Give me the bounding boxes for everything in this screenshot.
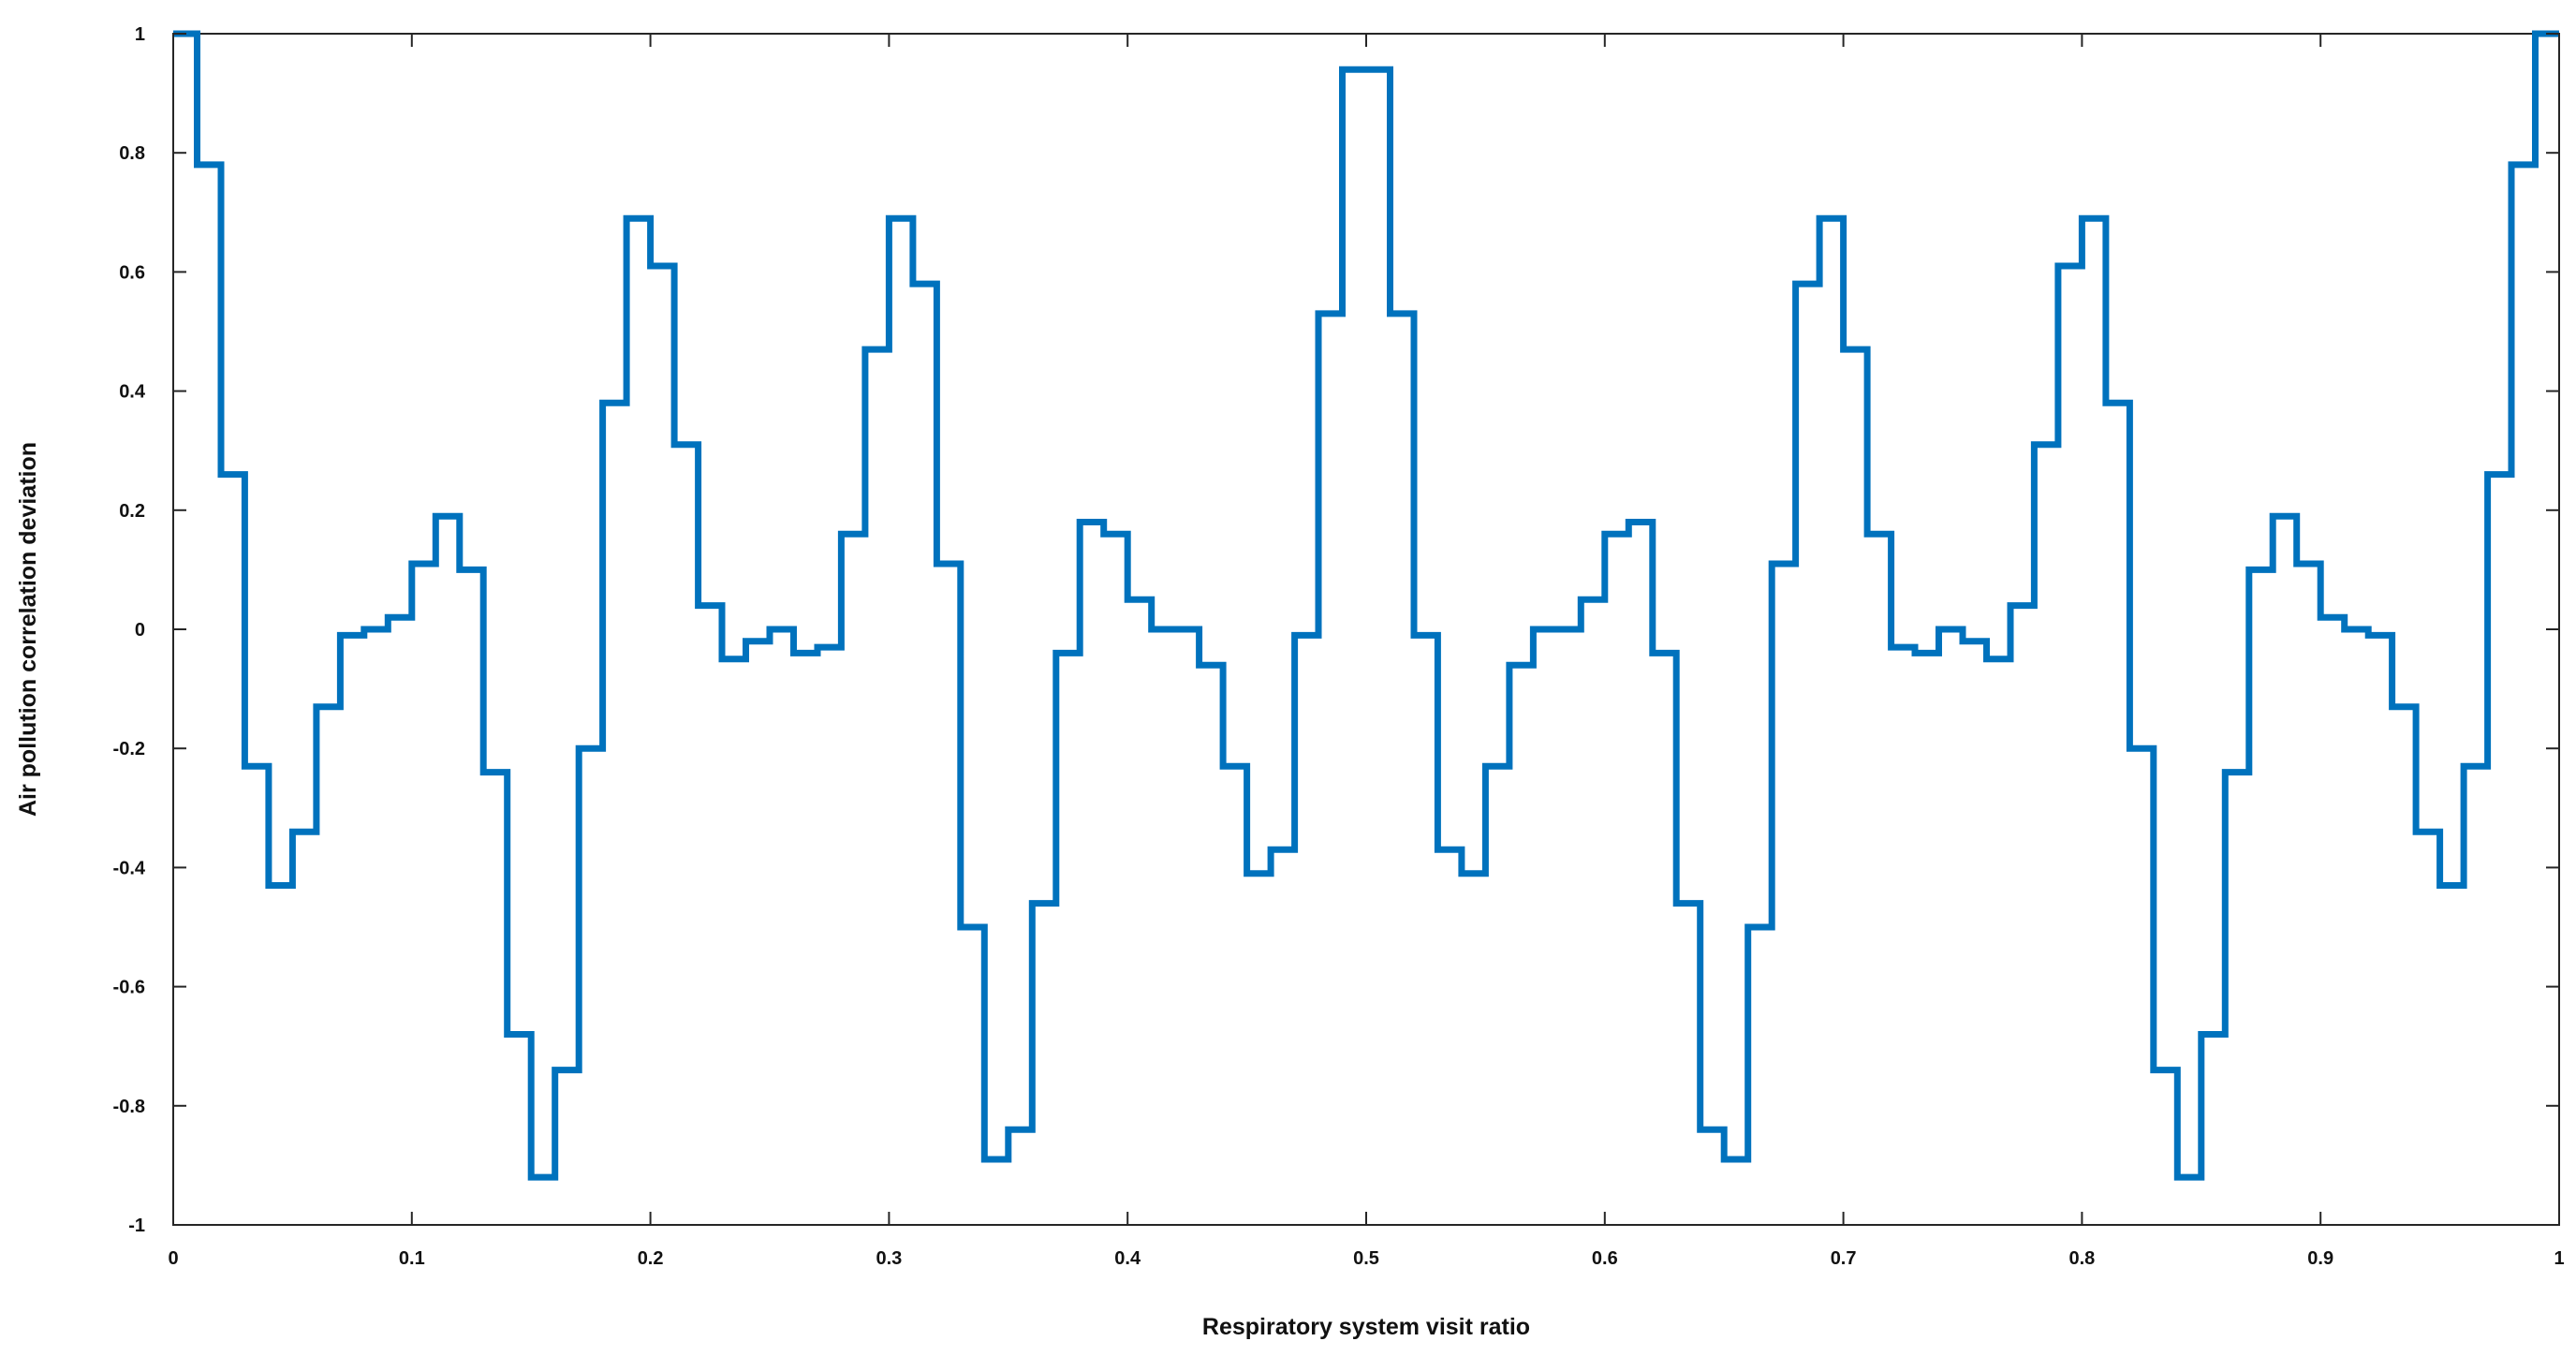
y-tick-label: -0.6	[113, 978, 145, 998]
x-tick-label: 0.3	[876, 1248, 902, 1269]
x-tick-label: 0	[168, 1248, 178, 1269]
x-tick-label: 1	[2554, 1248, 2564, 1269]
series-line	[173, 30, 2559, 1181]
y-tick-label: 0.4	[119, 382, 146, 403]
y-tick-label: -0.8	[113, 1097, 145, 1117]
x-tick-label: 0.2	[638, 1248, 664, 1269]
x-tick-label: 0.7	[1831, 1248, 1857, 1269]
x-tick-label: 0.8	[2068, 1248, 2095, 1269]
y-tick-label: -0.2	[113, 739, 145, 759]
y-tick-label: -1	[128, 1216, 145, 1236]
x-tick-label: 0.5	[1353, 1248, 1379, 1269]
x-tick-label: 0.6	[1592, 1248, 1618, 1269]
y-tick-label: -0.4	[113, 858, 146, 878]
y-tick-label: 0	[135, 620, 145, 641]
x-axis-label: Respiratory system visit ratio	[1202, 1314, 1530, 1340]
y-axis-label: Air pollution correlation deviation	[15, 442, 41, 817]
x-tick-label: 0.9	[2307, 1248, 2333, 1269]
x-tick-label: 0.4	[1114, 1248, 1141, 1269]
y-tick-label: 0.6	[119, 262, 145, 283]
y-tick-label: 0.8	[119, 143, 145, 164]
y-tick-label: 0.2	[119, 501, 145, 522]
y-tick-label: 1	[135, 24, 145, 45]
x-tick-label: 0.1	[399, 1248, 425, 1269]
